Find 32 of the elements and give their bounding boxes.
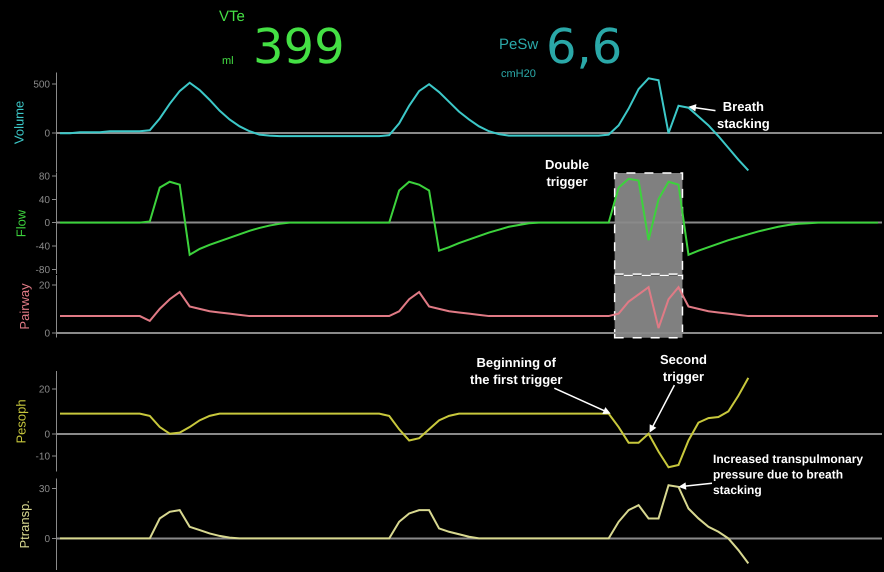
y-tick-label: -10 — [36, 452, 50, 463]
text: PeSw — [499, 36, 538, 53]
y-tick-label: 0 — [44, 429, 50, 440]
y-tick-label: 0 — [44, 128, 50, 140]
y-tick-label: 40 — [38, 194, 50, 206]
text: VTe — [219, 8, 245, 25]
line-series — [58, 286, 880, 330]
y-tick-label: -40 — [36, 242, 50, 253]
y-tick-label: 500 — [33, 80, 50, 91]
y-tick-label: 0 — [44, 328, 50, 340]
annotation: 6,6 — [546, 19, 622, 75]
y-tick-label: -80 — [36, 264, 50, 276]
annotation: Double trigger — [545, 157, 590, 189]
annotation: 399 — [253, 19, 345, 75]
y-tick-label: 20 — [38, 280, 50, 292]
annotation: Second trigger — [660, 352, 708, 384]
y-axis-title: Flow — [13, 209, 28, 238]
y-axis-title: Pairway — [16, 282, 32, 330]
y-axis-title: Pesoph — [13, 399, 28, 444]
y-tick-label: 0 — [44, 218, 50, 230]
annotation: Breath stacking — [717, 99, 770, 131]
annotation: Increased transpulmonary pressure due to breath stacking — [713, 452, 864, 498]
y-tick-label: 80 — [38, 171, 50, 182]
text: ml — [222, 55, 234, 67]
y-axis-title: Volume — [11, 100, 26, 144]
y-tick-label: 0 — [44, 534, 50, 545]
annotation: Beginning of the first trigger — [470, 355, 562, 387]
y-tick-label: 20 — [38, 384, 50, 396]
line-series — [58, 178, 880, 256]
y-axis-title: Ptransp. — [16, 500, 32, 548]
y-tick-label: 30 — [38, 484, 50, 496]
annotation: cmH20 — [501, 68, 536, 80]
